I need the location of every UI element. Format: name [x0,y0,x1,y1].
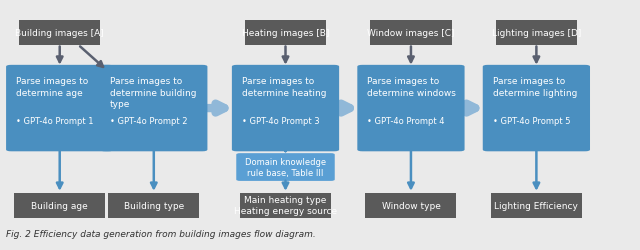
Text: • GPT-4o Prompt 1: • GPT-4o Prompt 1 [16,116,93,125]
FancyBboxPatch shape [236,154,335,181]
Text: • GPT-4o Prompt 5: • GPT-4o Prompt 5 [493,116,570,125]
Text: Lighting Efficiency: Lighting Efficiency [495,201,579,210]
Text: Main heating type
Heating energy source: Main heating type Heating energy source [234,195,337,216]
Text: Domain knowledge
rule base, Table III: Domain knowledge rule base, Table III [245,157,326,178]
FancyBboxPatch shape [357,66,465,152]
FancyBboxPatch shape [232,66,339,152]
Bar [365,193,456,218]
Text: Building type: Building type [124,201,184,210]
Text: Parse images to
determine heating: Parse images to determine heating [242,77,326,98]
Bar [14,193,105,218]
Text: Lighting images [D]: Lighting images [D] [492,29,581,38]
Text: Window images [C]: Window images [C] [367,29,454,38]
Text: • GPT-4o Prompt 4: • GPT-4o Prompt 4 [367,116,445,125]
Bar [491,193,582,218]
Text: Building images [A]: Building images [A] [15,29,104,38]
Bar [370,21,452,46]
Text: Fig. 2 Efficiency data generation from building images flow diagram.: Fig. 2 Efficiency data generation from b… [6,229,316,238]
Text: Parse images to
determine age: Parse images to determine age [16,77,88,98]
Bar [495,21,577,46]
Text: Building age: Building age [31,201,88,210]
Text: • GPT-4o Prompt 3: • GPT-4o Prompt 3 [242,116,319,125]
FancyBboxPatch shape [100,66,207,152]
Text: Heating images [B]: Heating images [B] [242,29,329,38]
Text: Parse images to
determine windows: Parse images to determine windows [367,77,456,98]
Bar [244,21,326,46]
Text: Parse images to
determine lighting: Parse images to determine lighting [493,77,577,98]
FancyBboxPatch shape [483,66,590,152]
Bar [240,193,331,218]
Text: Window type: Window type [381,201,440,210]
Bar [108,193,199,218]
Text: Parse images to
determine building
type: Parse images to determine building type [110,77,196,109]
FancyBboxPatch shape [6,66,113,152]
Text: • GPT-4o Prompt 2: • GPT-4o Prompt 2 [110,116,188,125]
Bar [19,21,100,46]
